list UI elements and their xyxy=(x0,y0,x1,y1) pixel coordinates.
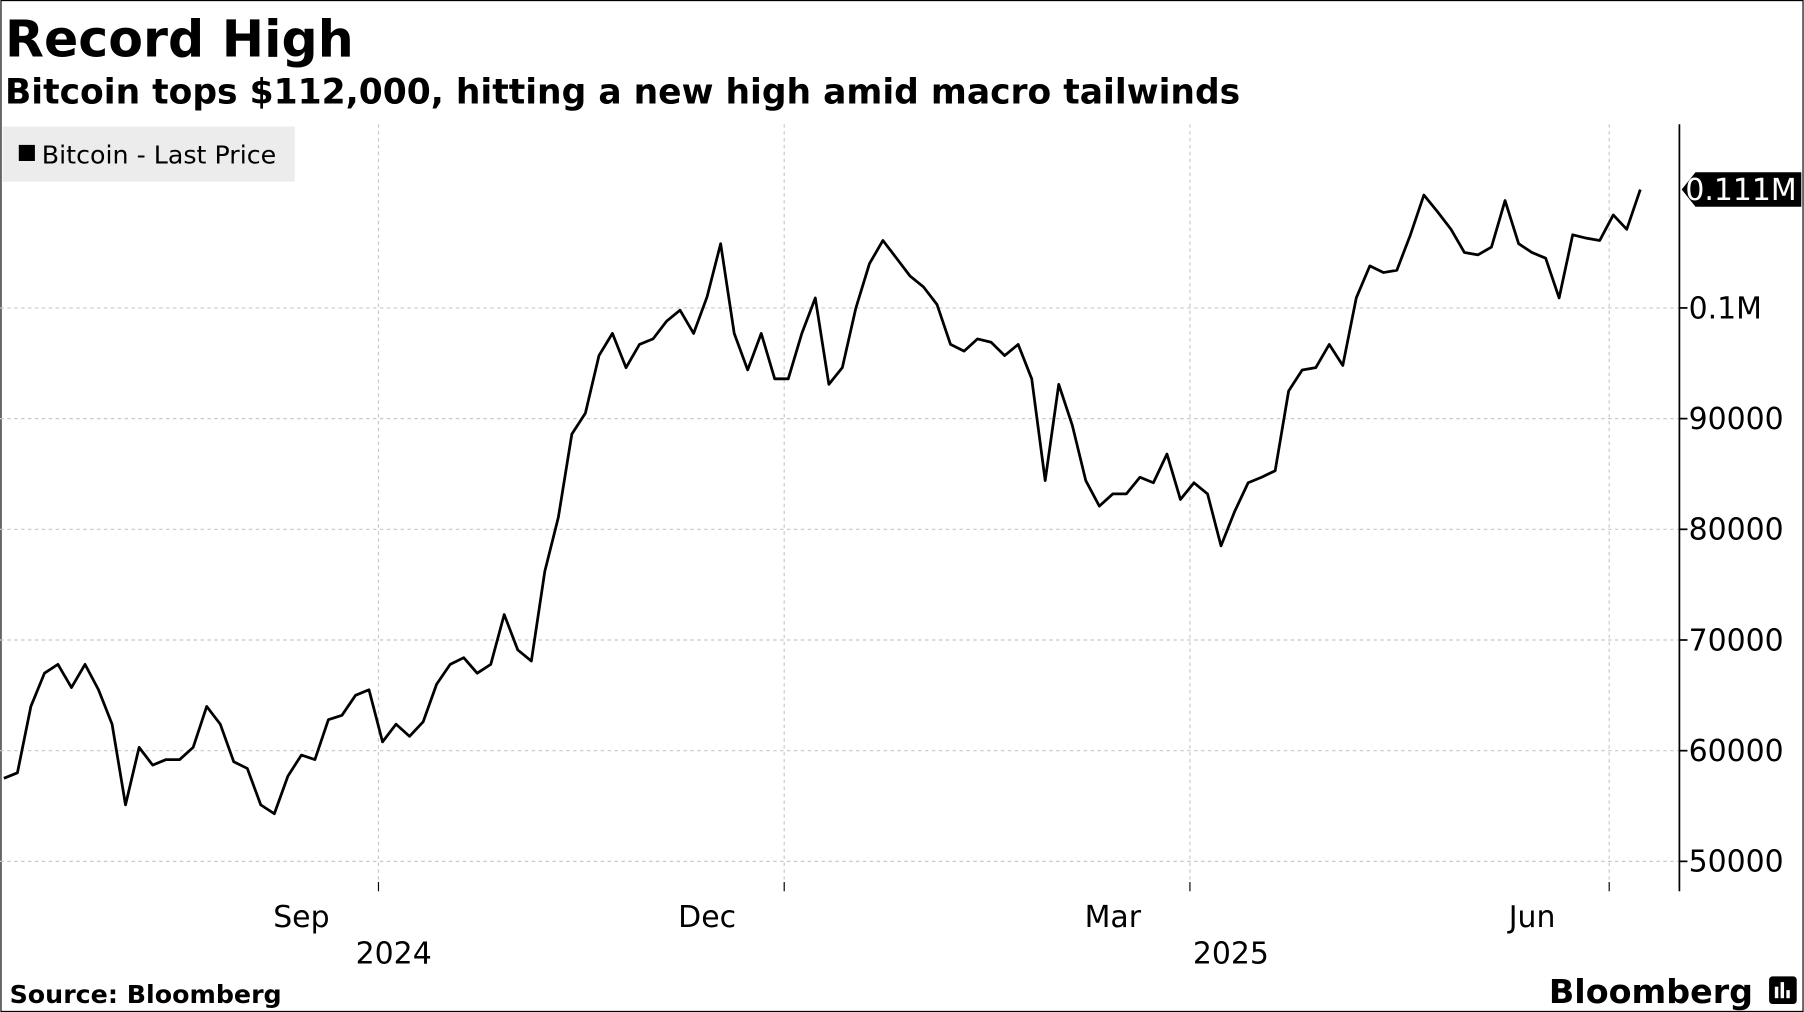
x-tick-label: Dec xyxy=(678,900,736,935)
brand: Bloomberg xyxy=(1549,972,1753,1011)
y-tick-label: 90000 xyxy=(1689,402,1784,437)
year-label: 2024 xyxy=(356,937,432,972)
legend-label: Bitcoin - Last Price xyxy=(42,140,276,169)
x-tick-label: Mar xyxy=(1085,900,1142,935)
chart-title: Record High xyxy=(5,9,354,68)
y-tick-label: 70000 xyxy=(1689,623,1784,658)
legend-box xyxy=(2,126,295,182)
y-tick-label: 60000 xyxy=(1689,734,1784,769)
legend-swatch xyxy=(18,144,35,161)
last-price-tag xyxy=(1681,172,1802,207)
y-tick-label: 0.1M xyxy=(1689,291,1762,326)
last-price-label: 0.111M xyxy=(1685,173,1796,208)
chart-subtitle: Bitcoin tops $112,000, hitting a new hig… xyxy=(5,73,1240,113)
brand-icon xyxy=(1769,976,1797,1004)
price-line xyxy=(3,189,1642,816)
x-tick-label: Sep xyxy=(273,900,329,935)
y-tick-label: 50000 xyxy=(1689,845,1784,880)
y-tick-label: 80000 xyxy=(1689,513,1784,548)
source: Source: Bloomberg xyxy=(10,980,282,1009)
x-tick-label: Jun xyxy=(1507,900,1556,935)
year-label: 2025 xyxy=(1193,937,1269,972)
